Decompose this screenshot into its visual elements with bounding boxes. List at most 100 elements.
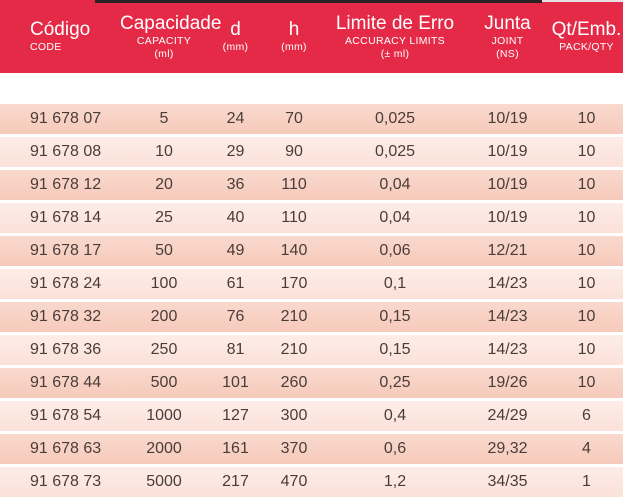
- cell-d: 40: [208, 203, 263, 236]
- column-header-label: Capacidade: [120, 12, 222, 34]
- cell-capacidade: 200: [120, 302, 208, 335]
- table-row: 91 678 73 5000 217 470 1,2 34/35 1: [0, 467, 623, 500]
- cell-d: 101: [208, 368, 263, 401]
- table-row: 91 678 24 100 61 170 0,1 14/23 10: [0, 269, 623, 302]
- cell-h: 300: [263, 401, 325, 434]
- cell-qty: 10: [550, 203, 623, 236]
- cell-qty: 10: [550, 368, 623, 401]
- cell-d: 127: [208, 401, 263, 434]
- cell-limite: 0,04: [325, 203, 465, 236]
- cell-junta: 12/21: [465, 236, 550, 269]
- cell-junta: 29,32: [465, 434, 550, 467]
- cell-capacidade: 20: [120, 170, 208, 203]
- cell-d: 61: [208, 269, 263, 302]
- cell-capacidade: 250: [120, 335, 208, 368]
- cell-d: 49: [208, 236, 263, 269]
- column-header-label: h: [288, 19, 300, 40]
- cell-d: 76: [208, 302, 263, 335]
- cell-qty: 10: [550, 269, 623, 302]
- cell-capacidade: 1000: [120, 401, 208, 434]
- column-header-qt-emb: Qt/Emb. PACK/QTY: [550, 0, 623, 73]
- cell-junta: 10/19: [465, 203, 550, 236]
- table-header: Código CODE Capacidade CAPACITY (ml) d (…: [0, 0, 623, 73]
- cell-codigo: 91 678 17: [0, 236, 120, 269]
- cell-limite: 0,1: [325, 269, 465, 302]
- cell-limite: 0,06: [325, 236, 465, 269]
- column-header-d: d (mm): [208, 0, 263, 73]
- cell-capacidade: 10: [120, 137, 208, 170]
- table-row: 91 678 32 200 76 210 0,15 14/23 10: [0, 302, 623, 335]
- cell-codigo: 91 678 36: [0, 335, 120, 368]
- column-header-codigo: Código CODE: [0, 0, 120, 73]
- column-header-junta: Junta JOINT (NS): [465, 0, 550, 73]
- cell-junta: 10/19: [465, 104, 550, 137]
- cell-codigo: 91 678 12: [0, 170, 120, 203]
- cell-junta: 19/26: [465, 368, 550, 401]
- cell-capacidade: 2000: [120, 434, 208, 467]
- cell-limite: 0,6: [325, 434, 465, 467]
- cell-d: 24: [208, 104, 263, 137]
- column-header-limite-de-erro: Limite de Erro ACCURACY LIMITS (± ml): [325, 0, 465, 73]
- cell-h: 470: [263, 467, 325, 500]
- table-row: 91 678 08 10 29 90 0,025 10/19 10: [0, 137, 623, 170]
- table-row: 91 678 36 250 81 210 0,15 14/23 10: [0, 335, 623, 368]
- cell-limite: 1,2: [325, 467, 465, 500]
- cell-d: 161: [208, 434, 263, 467]
- column-header-sublabel: (mm): [281, 41, 307, 53]
- column-header-label: Limite de Erro: [335, 12, 455, 34]
- cell-qty: 10: [550, 335, 623, 368]
- cell-codigo: 91 678 24: [0, 269, 120, 302]
- cell-junta: 14/23: [465, 302, 550, 335]
- cell-h: 210: [263, 335, 325, 368]
- column-header-label: d: [230, 19, 241, 40]
- cell-h: 90: [263, 137, 325, 170]
- cell-limite: 0,025: [325, 104, 465, 137]
- table-row: 91 678 44 500 101 260 0,25 19/26 10: [0, 368, 623, 401]
- top-border-artifact-dark: [95, 0, 542, 3]
- cell-codigo: 91 678 54: [0, 401, 120, 434]
- cell-limite: 0,15: [325, 335, 465, 368]
- table-row: 91 678 17 50 49 140 0,06 12/21 10: [0, 236, 623, 269]
- cell-codigo: 91 678 32: [0, 302, 120, 335]
- column-header-unit: (± ml): [380, 47, 410, 60]
- cell-codigo: 91 678 08: [0, 137, 120, 170]
- cell-junta: 14/23: [465, 269, 550, 302]
- cell-qty: 6: [550, 401, 623, 434]
- cell-capacidade: 50: [120, 236, 208, 269]
- cell-limite: 0,4: [325, 401, 465, 434]
- cell-qty: 10: [550, 104, 623, 137]
- cell-limite: 0,15: [325, 302, 465, 335]
- cell-codigo: 91 678 63: [0, 434, 120, 467]
- cell-limite: 0,025: [325, 137, 465, 170]
- table-row: 91 678 07 5 24 70 0,025 10/19 10: [0, 104, 623, 137]
- column-header-unit: (NS): [496, 47, 519, 60]
- column-header-unit: (ml): [154, 47, 174, 60]
- cell-limite: 0,04: [325, 170, 465, 203]
- cell-capacidade: 5000: [120, 467, 208, 500]
- cell-capacidade: 500: [120, 368, 208, 401]
- cell-codigo: 91 678 73: [0, 467, 120, 500]
- cell-h: 210: [263, 302, 325, 335]
- column-header-label: Qt/Emb.: [551, 19, 622, 40]
- cell-capacidade: 25: [120, 203, 208, 236]
- cell-d: 217: [208, 467, 263, 500]
- cell-junta: 10/19: [465, 137, 550, 170]
- cell-limite: 0,25: [325, 368, 465, 401]
- table-body: 91 678 07 5 24 70 0,025 10/19 10 91 678 …: [0, 73, 623, 500]
- column-header-sublabel: JOINT: [491, 34, 524, 47]
- column-header-label: Junta: [484, 12, 531, 34]
- cell-h: 170: [263, 269, 325, 302]
- cell-d: 81: [208, 335, 263, 368]
- cell-d: 29: [208, 137, 263, 170]
- cell-codigo: 91 678 14: [0, 203, 120, 236]
- column-header-capacidade: Capacidade CAPACITY (ml): [120, 0, 222, 73]
- column-header-sublabel: CODE: [30, 41, 62, 53]
- column-header-sublabel: ACCURACY LIMITS: [345, 34, 445, 47]
- cell-h: 370: [263, 434, 325, 467]
- cell-junta: 24/29: [465, 401, 550, 434]
- cell-codigo: 91 678 07: [0, 104, 120, 137]
- table-row: 91 678 54 1000 127 300 0,4 24/29 6: [0, 401, 623, 434]
- cell-qty: 4: [550, 434, 623, 467]
